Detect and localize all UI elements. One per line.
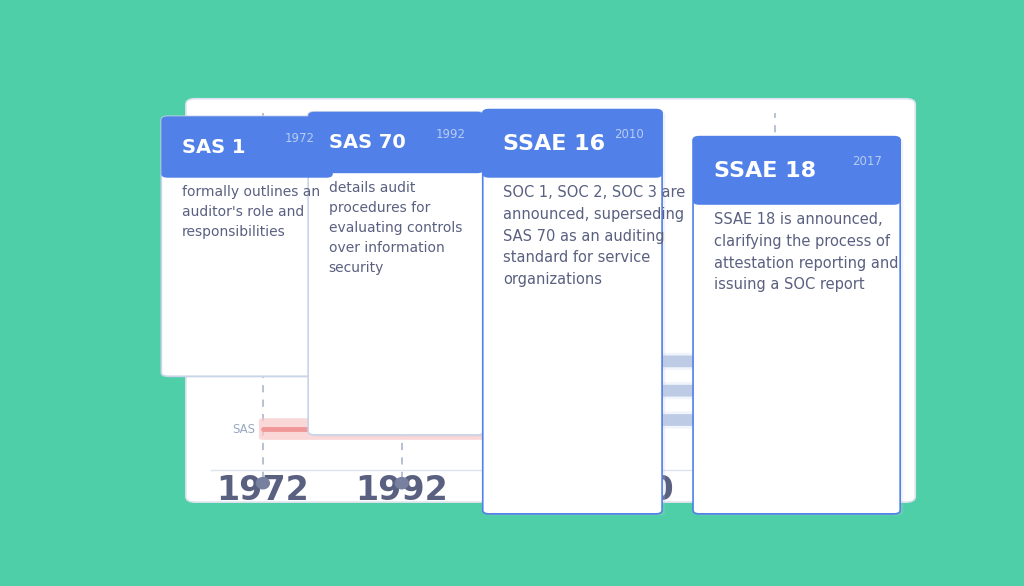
FancyBboxPatch shape <box>626 382 900 399</box>
Text: SOC 2: SOC 2 <box>584 384 620 397</box>
Text: 1992: 1992 <box>355 474 449 507</box>
Text: 2010: 2010 <box>582 474 675 507</box>
FancyBboxPatch shape <box>626 353 900 370</box>
FancyBboxPatch shape <box>186 99 915 502</box>
Text: 2017: 2017 <box>852 155 882 168</box>
Text: SSAE 18: SSAE 18 <box>714 161 816 180</box>
Text: 1972: 1972 <box>285 132 314 145</box>
FancyBboxPatch shape <box>486 111 666 516</box>
FancyBboxPatch shape <box>482 110 663 178</box>
Bar <box>699 177 894 201</box>
Bar <box>314 148 477 169</box>
Ellipse shape <box>256 477 270 489</box>
Ellipse shape <box>768 477 782 489</box>
Text: SSAE 18 is announced,
clarifying the process of
attestation reporting and
issuin: SSAE 18 is announced, clarifying the pro… <box>714 213 898 292</box>
FancyBboxPatch shape <box>308 112 483 435</box>
FancyBboxPatch shape <box>626 414 765 426</box>
FancyBboxPatch shape <box>482 110 663 514</box>
Ellipse shape <box>621 477 635 489</box>
Text: SOC 1, SOC 2, SOC 3 are
announced, superseding
SAS 70 as an auditing
standard fo: SOC 1, SOC 2, SOC 3 are announced, super… <box>504 185 686 287</box>
FancyBboxPatch shape <box>162 117 333 178</box>
Text: SSAE 16: SSAE 16 <box>504 134 605 154</box>
Bar <box>489 150 655 174</box>
Text: SAS: SAS <box>232 423 255 435</box>
Text: 2010: 2010 <box>614 128 644 141</box>
FancyBboxPatch shape <box>162 117 333 376</box>
FancyBboxPatch shape <box>626 411 900 428</box>
Text: SAS 70: SAS 70 <box>329 133 406 152</box>
FancyBboxPatch shape <box>626 356 765 367</box>
FancyBboxPatch shape <box>696 138 903 516</box>
FancyBboxPatch shape <box>311 114 486 437</box>
Text: 1992: 1992 <box>435 128 465 141</box>
Text: SOC 3: SOC 3 <box>584 355 620 368</box>
Text: 1972: 1972 <box>216 474 309 507</box>
FancyBboxPatch shape <box>259 418 636 440</box>
Ellipse shape <box>394 477 409 489</box>
Bar <box>168 152 327 174</box>
FancyBboxPatch shape <box>165 118 336 378</box>
FancyBboxPatch shape <box>626 385 765 397</box>
Text: SOC 1: SOC 1 <box>584 414 620 427</box>
FancyBboxPatch shape <box>308 112 483 173</box>
FancyBboxPatch shape <box>693 137 900 514</box>
Text: details audit
procedures for
evaluating controls
over information
security: details audit procedures for evaluating … <box>329 181 462 275</box>
FancyBboxPatch shape <box>693 137 900 205</box>
Text: SAS 1: SAS 1 <box>182 138 246 156</box>
Text: 2017: 2017 <box>728 474 821 507</box>
Text: formally outlines an
auditor's role and
responsibilities: formally outlines an auditor's role and … <box>182 185 321 240</box>
